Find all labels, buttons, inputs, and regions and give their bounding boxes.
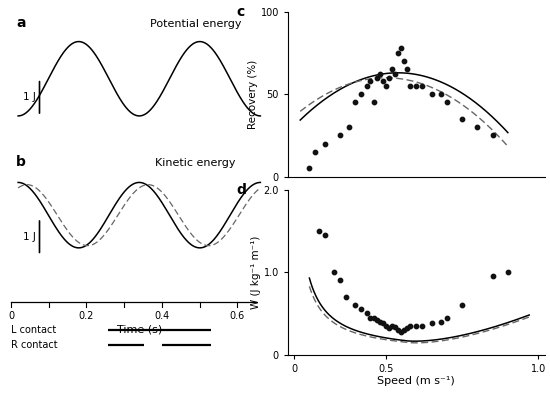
Point — [473, 124, 482, 130]
Text: 1 J: 1 J — [23, 92, 36, 102]
Point — [336, 277, 344, 284]
Point — [400, 327, 409, 333]
Point — [458, 302, 466, 309]
Point — [384, 325, 393, 331]
Point — [384, 74, 393, 81]
Text: a: a — [16, 16, 26, 30]
Text: Potential energy: Potential energy — [150, 19, 241, 28]
Text: 0.4: 0.4 — [154, 311, 169, 321]
Point — [418, 83, 427, 89]
Point — [394, 50, 403, 56]
Text: d: d — [236, 183, 246, 197]
Text: L contact: L contact — [11, 325, 56, 335]
Y-axis label: Recovery (%): Recovery (%) — [248, 59, 258, 129]
Point — [403, 66, 411, 72]
X-axis label: Speed (m s⁻¹): Speed (m s⁻¹) — [377, 376, 455, 387]
Point — [436, 318, 445, 325]
Point — [369, 99, 378, 106]
Text: 0.6: 0.6 — [230, 311, 245, 321]
Point — [381, 323, 390, 329]
Point — [329, 269, 338, 275]
Point — [363, 83, 372, 89]
Point — [375, 318, 384, 325]
Point — [397, 45, 405, 51]
Point — [378, 320, 387, 327]
Text: 1 J: 1 J — [23, 232, 36, 242]
Text: R contact: R contact — [11, 340, 58, 350]
Point — [305, 165, 314, 171]
Point — [369, 314, 378, 321]
Text: c: c — [236, 5, 245, 19]
Point — [372, 74, 381, 81]
Point — [403, 325, 411, 331]
Point — [418, 323, 427, 329]
Point — [442, 314, 451, 321]
Point — [372, 317, 381, 323]
Point — [357, 91, 366, 97]
Text: Kinetic energy: Kinetic energy — [156, 158, 236, 168]
Point — [342, 294, 350, 300]
Point — [397, 328, 405, 335]
Point — [436, 91, 445, 97]
Point — [488, 132, 497, 139]
Point — [488, 273, 497, 279]
Point — [311, 149, 320, 155]
Point — [442, 99, 451, 106]
Point — [357, 306, 366, 312]
Point — [390, 324, 399, 331]
Point — [375, 71, 384, 78]
Y-axis label: W (J kg⁻¹ m⁻¹): W (J kg⁻¹ m⁻¹) — [251, 236, 261, 309]
Point — [351, 99, 360, 106]
Text: 0.2: 0.2 — [79, 311, 94, 321]
Point — [320, 141, 329, 147]
Point — [406, 83, 415, 89]
Point — [366, 314, 375, 321]
Text: Time (s): Time (s) — [117, 325, 162, 335]
Point — [427, 91, 436, 97]
Point — [336, 132, 344, 139]
Text: 0: 0 — [8, 311, 14, 321]
Point — [390, 71, 399, 78]
Point — [458, 116, 466, 122]
Point — [351, 302, 360, 309]
Point — [412, 83, 421, 89]
Point — [503, 269, 512, 275]
Point — [400, 58, 409, 64]
Point — [363, 310, 372, 316]
Point — [314, 228, 323, 234]
Point — [387, 66, 396, 72]
Point — [394, 327, 403, 333]
Point — [381, 83, 390, 89]
Point — [378, 78, 387, 84]
Point — [406, 323, 415, 329]
Point — [427, 320, 436, 327]
Text: b: b — [16, 155, 26, 169]
Point — [345, 124, 354, 130]
Point — [366, 78, 375, 84]
Point — [320, 232, 329, 238]
Point — [412, 323, 421, 329]
Point — [387, 323, 396, 329]
